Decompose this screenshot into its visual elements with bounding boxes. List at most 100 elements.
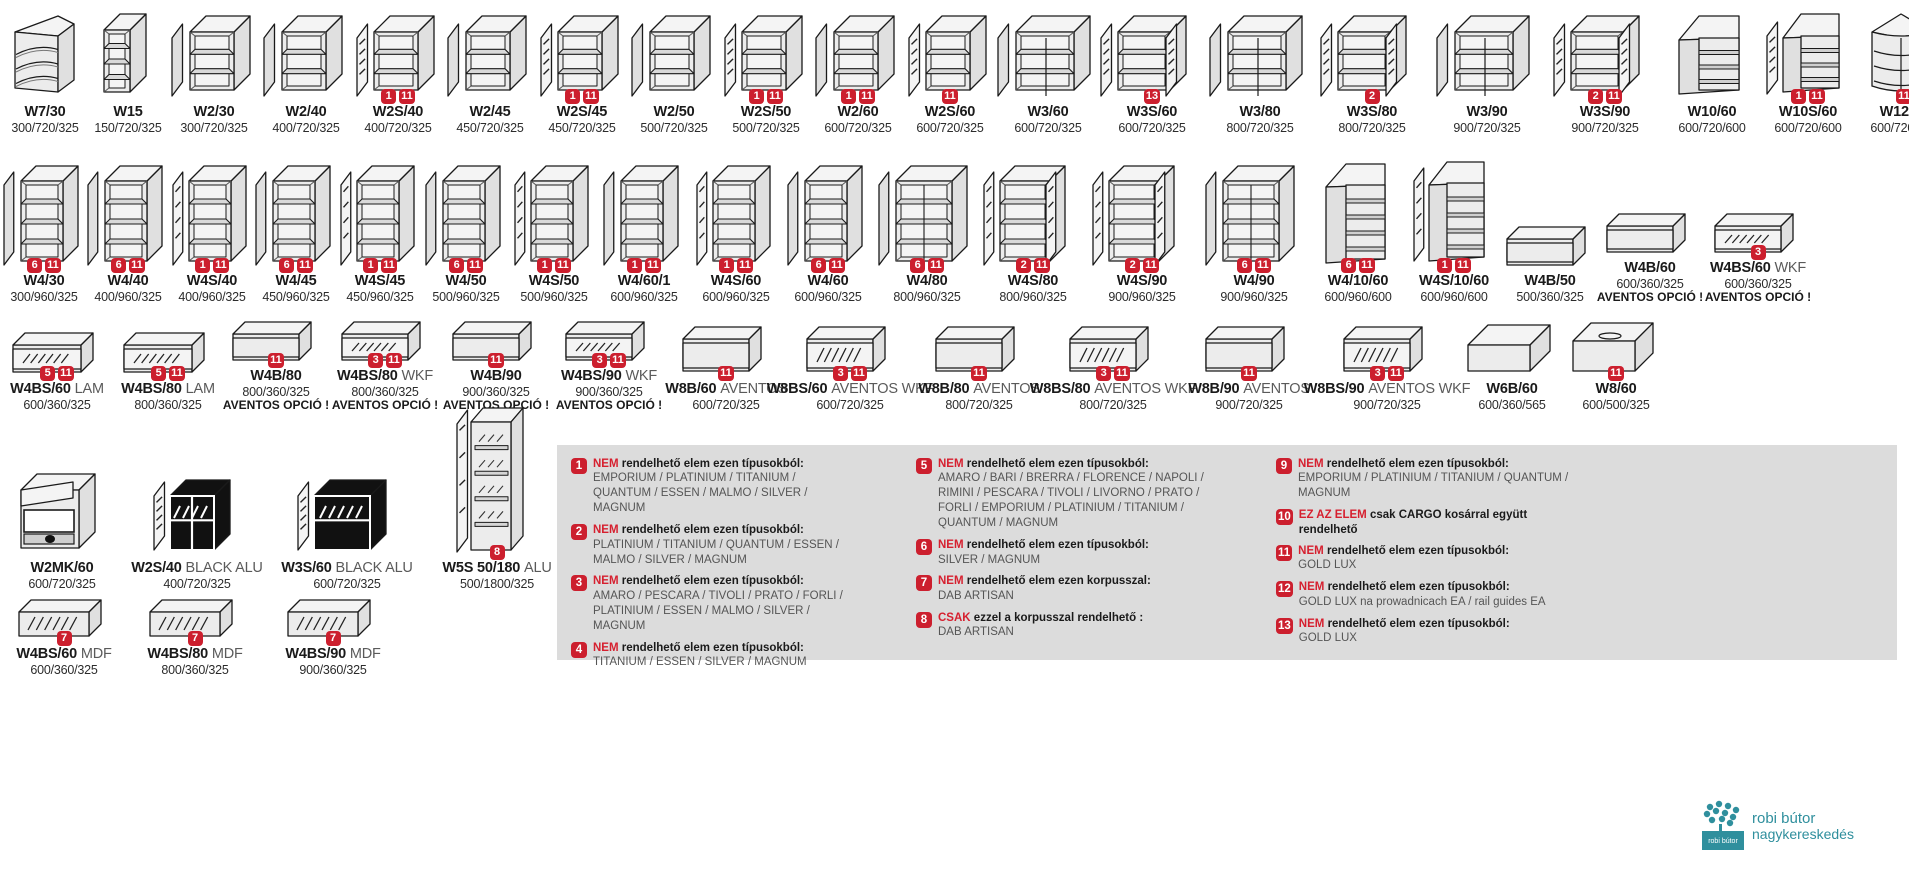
product-cell[interactable]: 2 11 W4S/90 900/960/325 (1086, 165, 1198, 304)
product-cell[interactable]: 1 11 W2S/40 400/720/325 (352, 4, 444, 135)
product-cell[interactable]: 1 11 W4S/10/60 600/960/600 (1406, 161, 1502, 304)
restriction-badge[interactable]: 11 (58, 366, 74, 382)
product-cell[interactable]: W3/80 800/720/325 (1204, 4, 1316, 135)
restriction-badge[interactable]: 11 (610, 353, 626, 368)
restriction-badge[interactable]: 5 (151, 366, 167, 382)
product-cell[interactable]: 11 W2S/60 600/720/325 (904, 4, 996, 135)
restriction-badge[interactable]: 11 (767, 89, 783, 104)
product-cell[interactable]: 1 11 W4S/60 600/960/325 (690, 165, 782, 304)
restriction-badge[interactable]: 6 (1237, 258, 1253, 274)
product-cell[interactable]: 5 11 W4BS/80 LAM 800/360/325 (112, 313, 224, 412)
restriction-badge[interactable]: 7 (187, 631, 203, 646)
restriction-badge[interactable]: 3 (368, 353, 384, 368)
product-cell[interactable]: 7 W4BS/60 MDF 600/360/325 (2, 592, 126, 677)
product-cell[interactable]: W4B/60 600/360/325 AVENTOS OPCIÓ ! (1597, 152, 1703, 305)
restriction-badge[interactable]: 6 (279, 258, 295, 274)
product-cell[interactable]: 2 11 W4S/80 800/960/325 (980, 165, 1086, 304)
product-cell[interactable]: 2 W3S/80 800/720/325 (1316, 4, 1428, 135)
restriction-badge[interactable]: 5 (40, 366, 56, 382)
product-cell[interactable]: 11 W8B/80 AVENTOS 800/720/325 (916, 313, 1042, 412)
restriction-badge[interactable]: 11 (859, 89, 875, 104)
product-cell[interactable]: 2 11 W3S/90 900/720/325 (1546, 4, 1664, 135)
restriction-badge[interactable]: 11 (381, 258, 397, 274)
restriction-badge[interactable]: 11 (386, 353, 402, 368)
restriction-badge[interactable]: 11 (942, 89, 958, 104)
product-cell[interactable]: 6 11 W4/90 900/960/325 (1198, 165, 1310, 304)
restriction-badge[interactable]: 1 (381, 89, 397, 104)
product-cell[interactable]: 11 W8/60 600/500/325 (1564, 313, 1668, 412)
restriction-badge[interactable]: 11 (1114, 366, 1130, 382)
product-cell[interactable]: 11 W4B/80 800/360/325 AVENTOS OPCIÓ ! (223, 300, 329, 413)
restriction-badge[interactable]: 3 (592, 353, 608, 368)
restriction-badge[interactable]: 11 (1608, 366, 1624, 382)
product-cell[interactable]: 6 11 W4/10/60 600/960/600 (1310, 163, 1406, 304)
product-cell[interactable]: 1 11 W4/60/1 600/960/325 (598, 165, 690, 304)
restriction-badge[interactable]: 7 (56, 631, 72, 646)
product-cell[interactable]: 6 11 W4/40 400/960/325 (86, 165, 170, 304)
product-cell[interactable]: 13 W3S/60 600/720/325 (1100, 4, 1204, 135)
restriction-badge[interactable]: 11 (1143, 258, 1159, 274)
product-cell[interactable]: 6 11 W4/60 600/960/325 (782, 165, 874, 304)
restriction-badge[interactable]: 2 (1364, 89, 1380, 104)
restriction-badge[interactable]: 11 (971, 366, 987, 382)
product-cell[interactable]: W10/60 600/720/600 (1664, 4, 1760, 135)
restriction-badge[interactable]: 11 (399, 89, 415, 104)
product-cell[interactable]: 6 11 W4/30 300/960/325 (2, 165, 86, 304)
product-cell[interactable]: W2/30 300/720/325 (168, 4, 260, 135)
product-cell[interactable]: 3 W4BS/60 WKF 600/360/325 AVENTOS OPCIÓ ! (1702, 152, 1814, 305)
product-cell[interactable]: W3/90 900/720/325 (1428, 4, 1546, 135)
product-cell[interactable]: W2S/40 BLACK ALU 400/720/325 (122, 438, 272, 591)
restriction-badge[interactable]: 11 (737, 258, 753, 274)
restriction-badge[interactable]: 1 (537, 258, 553, 274)
restriction-badge[interactable]: 11 (718, 366, 734, 382)
restriction-badge[interactable]: 1 (627, 258, 643, 274)
restriction-badge[interactable]: 11 (829, 258, 845, 274)
restriction-badge[interactable]: 13 (1143, 89, 1161, 104)
restriction-badge[interactable]: 11 (467, 258, 483, 274)
restriction-badge[interactable]: 11 (555, 258, 571, 274)
product-cell[interactable]: 1 11 W4S/50 500/960/325 (510, 165, 598, 304)
restriction-badge[interactable]: 1 (565, 89, 581, 104)
restriction-badge[interactable]: 11 (583, 89, 599, 104)
restriction-badge[interactable]: 11 (1034, 258, 1050, 274)
product-cell[interactable]: W6B/60 600/360/565 (1460, 313, 1564, 412)
product-cell[interactable]: W3S/60 BLACK ALU 600/720/325 (272, 438, 422, 591)
restriction-badge[interactable]: 11 (169, 366, 185, 382)
product-cell[interactable]: 1 11 W4S/45 450/960/325 (338, 165, 422, 304)
restriction-badge[interactable]: 3 (1096, 366, 1112, 382)
product-cell[interactable]: 7 W4BS/80 MDF 800/360/325 (126, 592, 264, 677)
restriction-badge[interactable]: 11 (851, 366, 867, 382)
restriction-badge[interactable]: 1 (363, 258, 379, 274)
product-cell[interactable]: 3 11 W4BS/90 WKF 900/360/325 AVENTOS OPCIÓ ! (550, 300, 668, 413)
restriction-badge[interactable]: 3 (833, 366, 849, 382)
restriction-badge[interactable]: 1 (1437, 258, 1453, 274)
product-cell[interactable]: 1 11 W4S/40 400/960/325 (170, 165, 254, 304)
restriction-badge[interactable]: 11 (1896, 89, 1909, 104)
product-cell[interactable]: 11 W8B/60 AVENTOS 600/720/325 (665, 313, 787, 412)
product-cell[interactable]: 11 W4B/90 900/360/325 AVENTOS OPCIÓ ! (442, 300, 550, 413)
restriction-badge[interactable]: 11 (268, 353, 284, 368)
restriction-badge[interactable]: 11 (297, 258, 313, 274)
restriction-badge[interactable]: 11 (1241, 366, 1257, 382)
product-cell[interactable]: W3/60 600/720/325 (996, 4, 1100, 135)
restriction-badge[interactable]: 11 (129, 258, 145, 274)
restriction-badge[interactable]: 11 (1388, 366, 1404, 382)
restriction-badge[interactable]: 3 (1750, 245, 1766, 260)
product-cell[interactable]: 1 11 W2S/45 450/720/325 (536, 4, 628, 135)
product-cell[interactable]: 3 11 W8BS/80 AVENTOS WKF 800/720/325 (1030, 313, 1196, 412)
product-cell[interactable]: W7/30 300/720/325 (2, 4, 88, 135)
product-cell[interactable]: W2/45 450/720/325 (444, 4, 536, 135)
restriction-badge[interactable]: 11 (1606, 89, 1622, 104)
restriction-badge[interactable]: 1 (841, 89, 857, 104)
restriction-badge[interactable]: 11 (213, 258, 229, 274)
restriction-badge[interactable]: 11 (1455, 258, 1471, 274)
product-cell[interactable]: 1 11 W2S/50 500/720/325 (720, 4, 812, 135)
product-cell[interactable]: 3 11 W4BS/80 WKF 800/360/325 AVENTOS OPCIÓ ! (328, 300, 442, 413)
restriction-badge[interactable]: 11 (928, 258, 944, 274)
product-cell[interactable]: 5 11 W4BS/60 LAM 600/360/325 (2, 313, 112, 412)
product-cell[interactable]: W2/50 500/720/325 (628, 4, 720, 135)
restriction-badge[interactable]: 11 (1359, 258, 1375, 274)
restriction-badge[interactable]: 6 (811, 258, 827, 274)
product-cell[interactable]: 11 W8B/90 AVENTOS 900/720/325 (1184, 313, 1314, 412)
restriction-badge[interactable]: 1 (719, 258, 735, 274)
